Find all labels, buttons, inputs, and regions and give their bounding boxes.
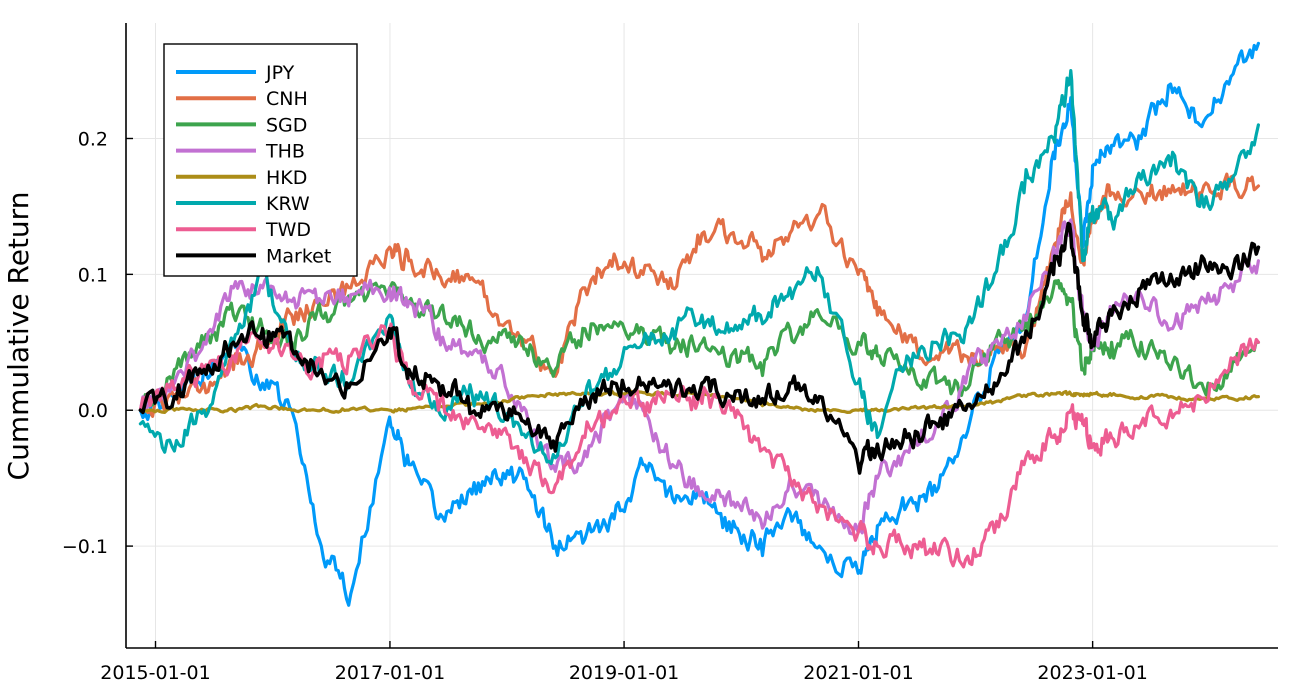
axes [125, 23, 1278, 649]
legend-label-hkd: HKD [266, 167, 307, 189]
series-line-twd [138, 322, 1260, 569]
x-tick-label: 2015-01-01 [100, 662, 210, 684]
legend-label-thb: THB [265, 141, 305, 163]
legend-label-cnh: CNH [266, 88, 308, 110]
series-lines [138, 41, 1261, 607]
series-line-market [138, 221, 1261, 475]
legend-label-jpy: JPY [265, 62, 295, 84]
legend: JPY CNH SGD THB HKD KRW TWD Market [163, 43, 358, 277]
x-tick-label: 2023-01-01 [1037, 662, 1147, 684]
legend-label-krw: KRW [266, 193, 310, 215]
y-tick-label: 0.2 [78, 128, 108, 150]
legend-label-market: Market [266, 245, 331, 267]
legend-label-twd: TWD [265, 219, 311, 241]
x-tick-label: 2021-01-01 [803, 662, 913, 684]
tick-labels: 2015-01-01 2017-01-01 2019-01-01 2021-01-01… [62, 128, 1148, 684]
x-tick-label: 2017-01-01 [335, 662, 445, 684]
legend-box [163, 43, 358, 277]
x-tick-label: 2019-01-01 [569, 662, 679, 684]
y-tick-label: 0.0 [78, 400, 108, 422]
y-tick-label: −0.1 [62, 536, 108, 558]
y-tick-label: 0.1 [78, 264, 108, 286]
y-axis-title: Cummulative Return [2, 192, 35, 481]
legend-label-sgd: SGD [266, 114, 307, 136]
series-line-krw [138, 69, 1260, 466]
series-line-jpy [138, 41, 1260, 607]
